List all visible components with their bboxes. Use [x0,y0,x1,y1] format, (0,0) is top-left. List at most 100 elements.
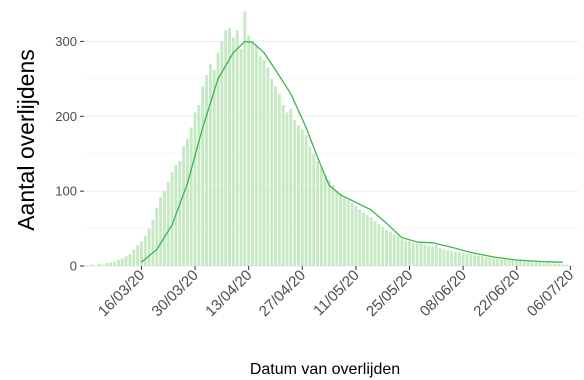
bar [511,260,515,266]
bar [90,264,94,266]
bar [331,185,335,266]
bar [258,56,262,267]
bar [442,249,446,266]
bar [450,251,454,266]
bar [388,232,392,266]
y-tick-label: 0 [70,259,77,274]
bar [105,263,109,266]
bar [197,105,201,266]
bar [289,108,293,266]
bar [457,252,461,266]
bar [327,179,331,266]
bar [162,191,166,266]
bar [228,27,231,267]
bar [117,260,120,266]
bar [224,30,228,267]
bar [312,153,316,266]
x-tick-label: 22/06/20 [470,267,523,320]
bar [247,35,251,266]
bar [304,135,308,266]
bar [377,224,381,266]
bar [101,264,105,266]
bar [553,263,557,266]
bar [193,112,197,267]
bar [94,265,97,266]
bar [147,228,151,266]
bar [109,262,113,266]
bar [132,249,136,266]
bar [155,207,159,266]
bar [396,236,400,266]
bar [136,245,140,266]
bar [522,261,526,266]
trend-line [140,40,563,263]
bar [484,257,488,266]
bar [262,60,266,267]
bar [400,239,404,266]
bar [438,248,442,266]
bar [565,264,568,266]
bar [476,255,480,266]
bar [526,261,530,266]
bar [151,219,155,266]
bar [185,138,189,266]
bar [166,182,170,266]
bar [454,251,457,266]
bar [300,129,304,266]
bar [534,262,538,266]
bar [254,45,258,266]
bar [235,30,239,267]
bar [480,256,484,266]
bars-group [82,11,572,267]
bar [385,230,388,266]
bar [519,260,522,266]
x-tick-label: 13/04/20 [202,267,255,320]
bar [239,48,243,266]
bar [297,125,300,266]
bar [373,221,377,266]
bar [473,254,477,266]
bar [419,242,423,266]
bar [465,254,469,266]
bar [415,243,419,266]
bar [411,242,415,266]
bar [404,240,408,266]
bar [545,263,549,266]
bar [538,262,542,266]
bar [542,263,545,266]
bar [140,241,143,266]
x-tick-label: 06/07/20 [524,267,577,320]
bar [208,63,212,267]
bar [358,209,362,266]
bar [369,217,373,266]
x-axis-title: Datum van overlijden [250,361,400,378]
bar [503,259,507,266]
bar [293,120,297,267]
y-tick-label: 300 [55,34,77,49]
x-tick-label: 30/03/20 [149,267,202,320]
bar [220,41,224,266]
x-tick-label: 27/04/20 [256,267,309,320]
bar [515,260,519,266]
bar [496,258,500,266]
bar [189,127,193,266]
x-tick-label: 11/05/20 [310,267,363,320]
bar [319,167,323,266]
bar [381,227,385,266]
bar [549,263,553,266]
bar [270,78,274,266]
bar [365,215,369,266]
x-tick-label: 16/03/20 [95,267,148,320]
bar [274,86,277,266]
bar [354,206,358,266]
bar [323,176,327,266]
bar [499,259,503,266]
bar [86,265,90,266]
bar [308,146,312,266]
bar [488,257,492,266]
bar [342,197,346,266]
bar [335,191,339,266]
bar [182,146,186,266]
bar [281,105,285,266]
